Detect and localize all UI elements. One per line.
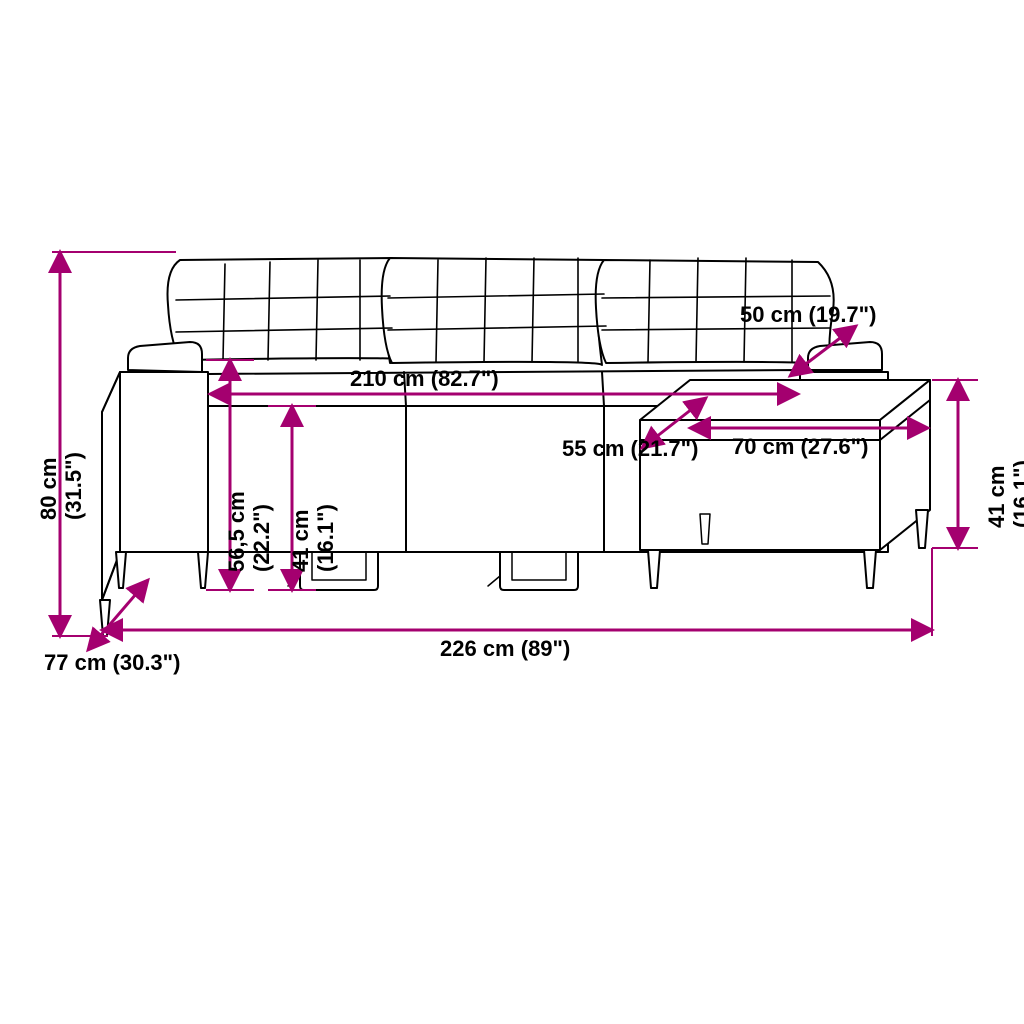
label-total-height: 80 cm (31.5") [36,452,87,520]
label-ottoman-height: 41 cm (16.1") [984,460,1024,528]
label-seat-width: 210 cm (82.7") [350,366,499,391]
diagram-stage: 80 cm (31.5") 56,5 cm (22.2") 41 cm (16.… [0,0,1024,1024]
label-ottoman-width: 70 cm (27.6") [732,434,868,459]
dimension-lines [0,0,1024,1024]
label-ottoman-depth: 55 cm (21.7") [562,436,698,461]
label-total-width: 226 cm (89") [440,636,570,661]
label-depth: 77 cm (30.3") [44,650,180,675]
label-arm-height: 56,5 cm (22.2") [224,491,275,572]
label-seat-height: 41 cm (16.1") [288,504,339,572]
label-seat-depth: 50 cm (19.7") [740,302,876,327]
